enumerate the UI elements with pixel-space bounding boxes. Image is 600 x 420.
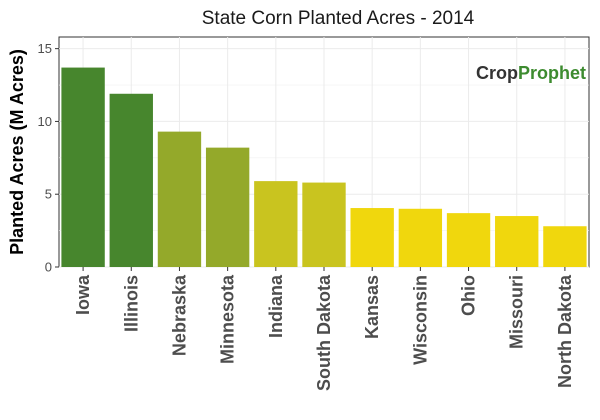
x-tick-label: Kansas <box>362 275 382 339</box>
y-axis-label: Planted Acres (M Acres) <box>7 49 27 255</box>
y-tick-label: 0 <box>45 260 52 275</box>
x-axis: Iowa Illinois Nebraska Minnesota Indiana Sout… <box>73 267 575 391</box>
x-tick-label: Wisconsin <box>410 275 430 365</box>
bar-kansas <box>350 208 394 267</box>
bar-missouri <box>495 216 539 267</box>
y-tick-label: 5 <box>45 187 52 202</box>
bar-wisconsin <box>398 208 443 267</box>
x-tick-label: Minnesota <box>218 274 238 364</box>
x-tick-label: Nebraska <box>169 274 189 356</box>
bar-nebraska <box>157 131 202 267</box>
x-tick-label: Indiana <box>266 274 286 338</box>
x-tick-label: Ohio <box>459 275 479 316</box>
bar-north-dakota <box>543 226 587 267</box>
bar-south-dakota <box>302 182 346 267</box>
y-tick-label: 15 <box>38 41 52 56</box>
bar-minnesota <box>205 147 250 267</box>
cropprophet-logo: CropProphet <box>476 63 586 83</box>
x-tick-label: Iowa <box>73 274 93 315</box>
x-tick-label: Illinois <box>121 275 141 332</box>
svg-text:CropProphet: CropProphet <box>476 63 586 83</box>
bar-illinois <box>109 93 153 267</box>
y-tick-label: 10 <box>38 114 52 129</box>
y-axis: 0 5 10 15 <box>38 41 59 275</box>
x-tick-label: South Dakota <box>314 274 334 391</box>
x-tick-label: Missouri <box>507 275 527 349</box>
x-tick-label: North Dakota <box>555 274 575 388</box>
bar-iowa <box>61 67 105 268</box>
chart-title: State Corn Planted Acres - 2014 <box>202 8 475 29</box>
bars <box>61 67 587 268</box>
bar-indiana <box>254 181 298 267</box>
bar-ohio <box>446 213 491 267</box>
logo-crop-text: Crop <box>476 63 518 83</box>
logo-prophet-text: Prophet <box>518 63 586 83</box>
